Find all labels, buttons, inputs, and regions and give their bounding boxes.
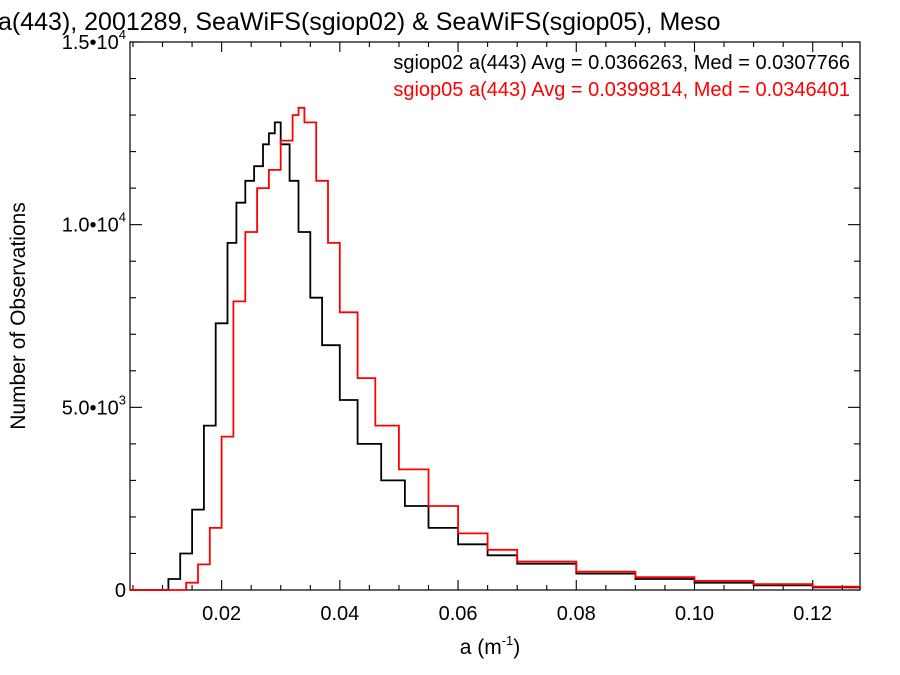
- y-tick-label: 1.5•104: [62, 27, 126, 54]
- y-tick-label: 5.0•103: [62, 392, 126, 419]
- series-line-sgiop05: [130, 106, 861, 591]
- x-axis-label-main: a (m: [460, 636, 502, 659]
- y-tick-label: 0: [115, 580, 126, 602]
- series-line-sgiop02: [130, 121, 861, 591]
- y-tick-label: 1.0•104: [62, 210, 126, 237]
- series-group: [130, 106, 861, 591]
- chart-title: a(443), 2001289, SeaWiFS(sgiop02) & SeaW…: [0, 8, 721, 36]
- y-axis-ticks: 0 5.0•103 1.0•104 1.5•104: [62, 27, 860, 602]
- x-tick-label: 0.12: [793, 603, 832, 625]
- y-axis-label: Number of Observations: [7, 202, 30, 430]
- x-axis-label: a (m-1): [460, 633, 521, 659]
- x-axis-ticks: 0.02 0.04 0.06 0.08 0.10 0.12: [132, 42, 843, 625]
- legend-entry-sgiop05: sgiop05 a(443) Avg = 0.0399814, Med = 0.…: [393, 79, 850, 101]
- x-tick-label: 0.08: [557, 603, 596, 625]
- x-tick-label: 0.06: [439, 603, 478, 625]
- x-axis-label-exponent: -1: [502, 633, 514, 648]
- x-tick-label: 0.02: [202, 603, 241, 625]
- x-axis-label-close: ): [513, 636, 520, 659]
- legend-entry-sgiop02: sgiop02 a(443) Avg = 0.0366263, Med = 0.…: [393, 52, 850, 74]
- plot-frame: [129, 41, 861, 591]
- x-tick-label: 0.10: [675, 603, 714, 625]
- x-tick-label: 0.04: [320, 603, 359, 625]
